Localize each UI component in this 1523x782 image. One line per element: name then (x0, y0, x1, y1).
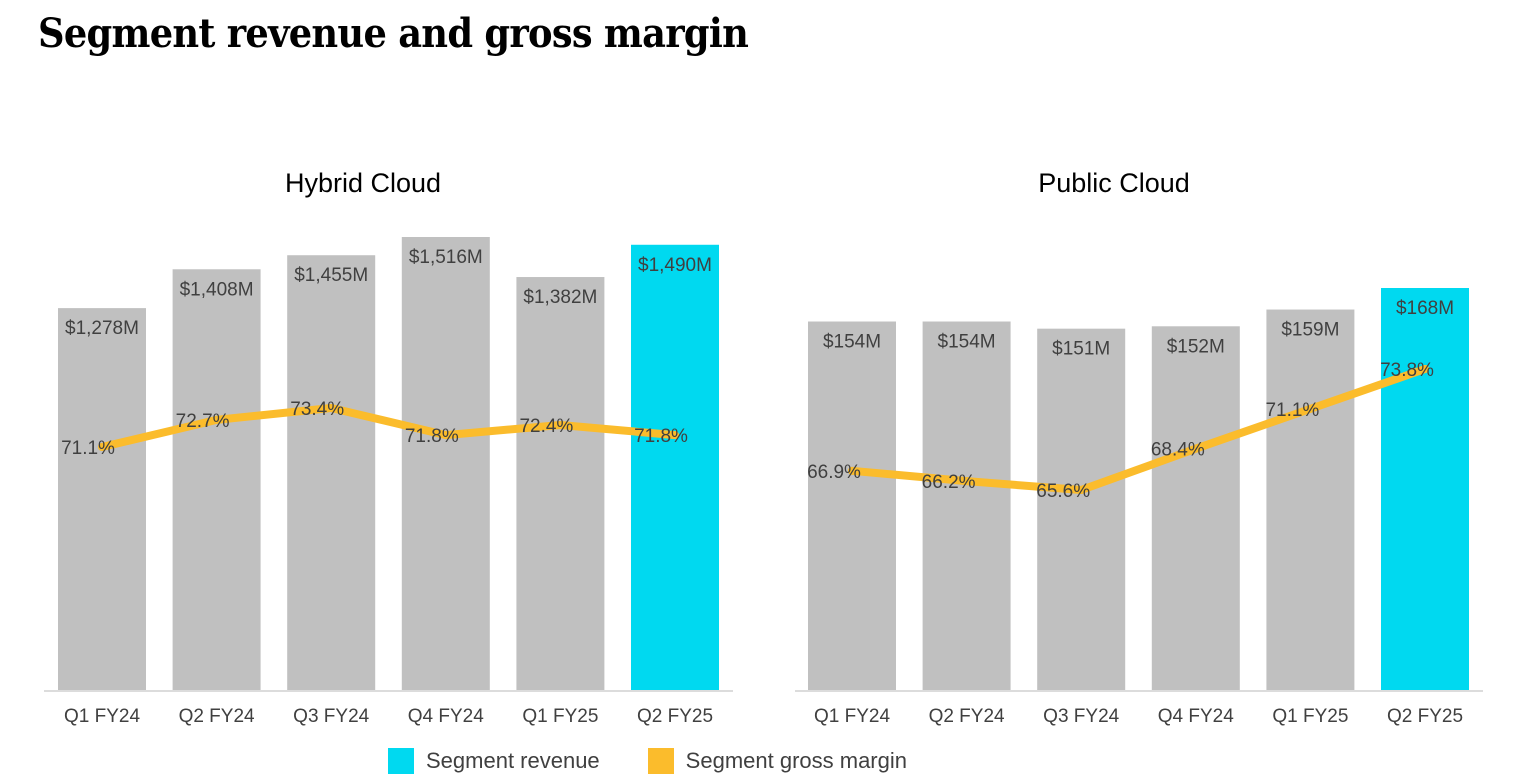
revenue-label: $154M (823, 332, 881, 353)
revenue-bar (401, 237, 490, 690)
revenue-bar (631, 244, 719, 690)
gross-margin-point (962, 477, 971, 486)
page-title: Segment revenue and gross margin (38, 10, 749, 57)
revenue-bar (1381, 288, 1469, 690)
x-tick-label: Q2 FY24 (929, 706, 1005, 727)
revenue-bar (58, 308, 146, 690)
gross-margin-label: 72.4% (519, 416, 573, 437)
chart-title: Public Cloud (1038, 168, 1190, 198)
revenue-label: $1,382M (523, 287, 597, 308)
legend-item-revenue: Segment revenue (388, 748, 600, 774)
x-tick-label: Q2 FY25 (1387, 706, 1463, 727)
revenue-label: $168M (1396, 298, 1454, 319)
x-tick-label: Q4 FY24 (1158, 706, 1234, 727)
legend-swatch-revenue (388, 748, 414, 774)
legend: Segment revenue Segment gross margin (388, 748, 955, 774)
x-tick-label: Q1 FY24 (814, 706, 890, 727)
gross-margin-label: 66.9% (807, 462, 861, 483)
gross-margin-label: 68.4% (1151, 440, 1205, 461)
x-tick-label: Q1 FY24 (64, 706, 140, 727)
revenue-label: $1,455M (294, 265, 368, 286)
gross-margin-label: 73.4% (290, 399, 344, 420)
revenue-label: $159M (1281, 320, 1339, 341)
gross-margin-label: 71.8% (634, 426, 688, 447)
revenue-label: $1,516M (409, 247, 483, 268)
revenue-bar (808, 321, 896, 690)
x-tick-label: Q2 FY25 (637, 706, 713, 727)
revenue-bar (1151, 326, 1240, 690)
x-tick-label: Q3 FY24 (293, 706, 369, 727)
gross-margin-label: 66.2% (922, 472, 976, 493)
gross-margin-label: 65.6% (1036, 481, 1090, 502)
revenue-label: $1,278M (65, 318, 139, 339)
gross-margin-point (1306, 404, 1315, 413)
gross-margin-point (848, 466, 856, 475)
x-tick-label: Q1 FY25 (522, 706, 598, 727)
revenue-bar (1266, 309, 1355, 690)
legend-swatch-margin (647, 748, 674, 774)
gross-margin-point (212, 415, 221, 424)
legend-item-margin: Segment gross margin (647, 748, 907, 774)
revenue-label: $1,490M (638, 255, 712, 276)
gross-margin-point (1077, 486, 1086, 494)
revenue-bar (287, 255, 376, 690)
revenue-label: $1,408M (180, 279, 254, 300)
legend-label-margin: Segment gross margin (685, 748, 907, 773)
gross-margin-point (671, 431, 679, 440)
revenue-label: $152M (1167, 336, 1225, 357)
revenue-label: $151M (1052, 339, 1110, 360)
gross-margin-line (98, 404, 679, 451)
gross-margin-label: 71.8% (405, 426, 459, 447)
gross-margin-point (1191, 444, 1200, 453)
revenue-bar (1037, 328, 1126, 690)
gross-margin-point (441, 431, 450, 440)
gross-margin-label: 72.7% (176, 411, 230, 432)
revenue-bar (922, 321, 1011, 690)
gross-margin-point (1421, 365, 1429, 373)
x-tick-label: Q3 FY24 (1043, 706, 1119, 727)
x-tick-label: Q4 FY24 (408, 706, 484, 727)
x-tick-label: Q2 FY24 (179, 706, 255, 727)
legend-label-revenue: Segment revenue (426, 748, 600, 773)
gross-margin-line (848, 365, 1429, 494)
revenue-label: $154M (938, 332, 996, 353)
gross-margin-label: 73.8% (1380, 360, 1434, 381)
gross-margin-point (556, 420, 565, 429)
gross-margin-point (98, 443, 106, 451)
revenue-bar (516, 277, 605, 690)
chart-title: Hybrid Cloud (285, 168, 441, 198)
gross-margin-label: 71.1% (1265, 400, 1319, 421)
gross-margin-label: 71.1% (61, 438, 115, 459)
gross-margin-point (327, 404, 336, 412)
x-tick-label: Q1 FY25 (1272, 706, 1348, 727)
revenue-bar (172, 269, 261, 690)
